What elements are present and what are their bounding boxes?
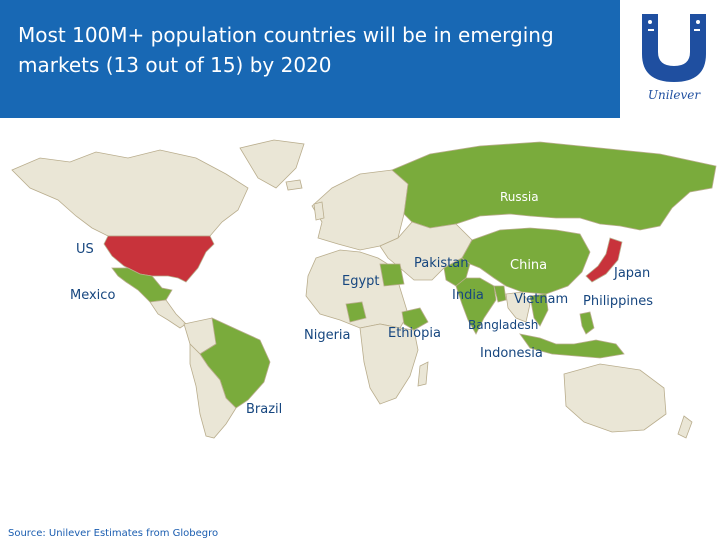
iceland-shape <box>285 179 303 191</box>
label-philippines: Philippines <box>583 294 654 309</box>
indonesia-shape <box>519 333 625 359</box>
uk-shape <box>313 201 325 221</box>
russia-shape <box>391 141 717 231</box>
label-bangladesh: Bangladesh <box>468 318 539 332</box>
slide-title: Most 100M+ population countries will be … <box>18 20 618 80</box>
label-india: India <box>452 288 484 303</box>
label-us: US <box>76 242 94 257</box>
new-zealand-shape <box>677 415 693 439</box>
bangladesh-shape <box>493 285 507 303</box>
label-egypt: Egypt <box>342 274 380 289</box>
unilever-logo: Unilever <box>620 0 728 118</box>
label-nigeria: Nigeria <box>304 328 351 343</box>
label-russia: Russia <box>500 190 539 204</box>
label-vietnam: Vietnam <box>514 292 569 307</box>
label-indonesia: Indonesia <box>480 346 543 361</box>
world-map: US Mexico Brazil Russia Pakistan China J… <box>0 118 728 518</box>
source-note: Source: Unilever Estimates from Globegro <box>8 528 219 539</box>
nigeria-shape <box>345 301 367 323</box>
south-america-south-shape <box>189 343 237 439</box>
label-china: China <box>510 258 548 273</box>
slide-header: Most 100M+ population countries will be … <box>0 0 728 118</box>
vietnam-shape <box>529 293 549 327</box>
africa-south-shape <box>359 323 419 405</box>
slide-title-line-1: Most 100M+ population countries will be … <box>18 23 554 47</box>
label-ethiopia: Ethiopia <box>388 326 441 341</box>
central-america-shape <box>149 299 187 329</box>
ethiopia-shape <box>401 307 429 331</box>
china-shape <box>461 227 591 295</box>
label-mexico: Mexico <box>70 288 116 303</box>
world-map-svg <box>11 139 717 439</box>
europe-shape <box>311 169 409 251</box>
label-pakistan: Pakistan <box>414 256 469 271</box>
egypt-shape <box>379 263 405 287</box>
label-brazil: Brazil <box>246 402 283 417</box>
philippines-shape <box>579 311 595 335</box>
japan-shape <box>585 237 623 283</box>
mexico-shape <box>111 267 173 303</box>
unilever-u-logo-icon <box>642 14 706 82</box>
australia-shape <box>563 363 667 433</box>
southeast-asia-shape <box>505 291 531 323</box>
label-japan: Japan <box>614 266 651 281</box>
unilever-logo-text: Unilever <box>647 88 701 102</box>
madagascar-shape <box>417 361 429 387</box>
canada-shape <box>11 149 249 237</box>
greenland-shape <box>239 139 305 189</box>
india-shape <box>455 277 497 335</box>
us-shape <box>103 235 215 283</box>
slide-title-line-2: markets (13 out of 15) by 2020 <box>18 53 332 77</box>
